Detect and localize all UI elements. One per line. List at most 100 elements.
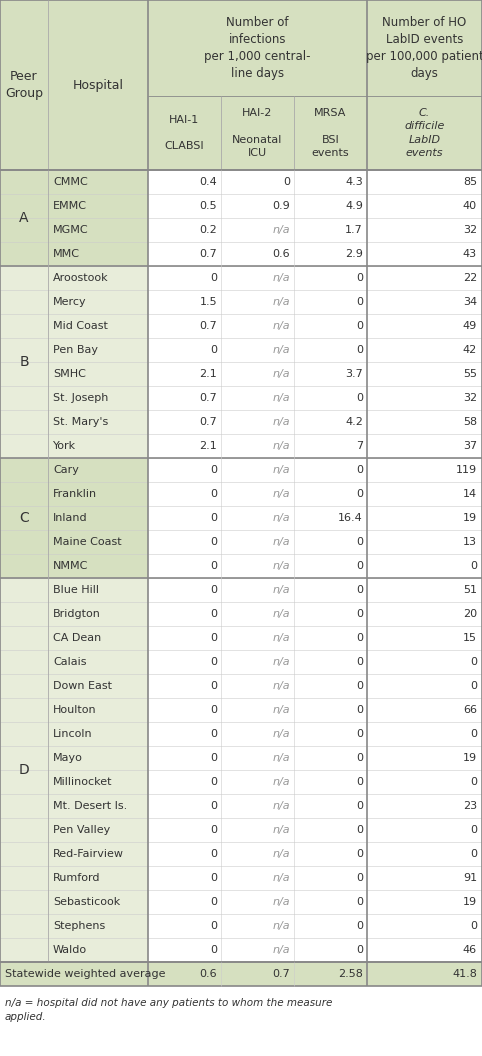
Text: 0: 0 xyxy=(210,897,217,907)
Text: 4.2: 4.2 xyxy=(345,417,363,427)
Bar xyxy=(0,218,48,242)
Text: n/a: n/a xyxy=(272,633,290,643)
Text: n/a: n/a xyxy=(272,609,290,619)
Text: Hospital: Hospital xyxy=(72,78,123,92)
Bar xyxy=(0,866,48,890)
Bar xyxy=(0,722,48,746)
Text: Statewide weighted average: Statewide weighted average xyxy=(5,969,165,979)
Text: Down East: Down East xyxy=(53,681,112,691)
Text: St. Mary's: St. Mary's xyxy=(53,417,108,427)
Text: Red-Fairview: Red-Fairview xyxy=(53,849,124,859)
Text: 0: 0 xyxy=(356,825,363,835)
Bar xyxy=(0,698,48,722)
Bar xyxy=(148,314,482,338)
Text: 66: 66 xyxy=(463,705,477,715)
Text: n/a: n/a xyxy=(272,897,290,907)
Text: 14: 14 xyxy=(463,489,477,499)
Text: 0: 0 xyxy=(356,849,363,859)
Text: n/a: n/a xyxy=(272,753,290,763)
Text: 55: 55 xyxy=(463,369,477,379)
Text: n/a: n/a xyxy=(272,489,290,499)
Bar xyxy=(48,506,148,530)
Text: n/a: n/a xyxy=(272,441,290,451)
Bar xyxy=(148,410,482,434)
Text: 0: 0 xyxy=(210,802,217,811)
Text: n/a: n/a xyxy=(272,705,290,715)
Text: 0.6: 0.6 xyxy=(272,249,290,259)
Text: Blue Hill: Blue Hill xyxy=(53,585,99,595)
Text: 0: 0 xyxy=(356,274,363,283)
Bar xyxy=(148,290,482,314)
Text: 0: 0 xyxy=(470,825,477,835)
Text: n/a: n/a xyxy=(272,777,290,787)
Text: 0: 0 xyxy=(470,849,477,859)
Bar xyxy=(48,530,148,554)
Bar xyxy=(48,674,148,698)
Text: 0: 0 xyxy=(356,297,363,307)
Text: n/a: n/a xyxy=(272,681,290,691)
Text: n/a: n/a xyxy=(272,825,290,835)
Text: 13: 13 xyxy=(463,538,477,547)
Text: C: C xyxy=(19,511,29,525)
Text: 2.58: 2.58 xyxy=(338,969,363,979)
Bar xyxy=(0,818,48,842)
Text: n/a: n/a xyxy=(272,657,290,667)
Text: Mid Coast: Mid Coast xyxy=(53,321,108,331)
Text: 0.7: 0.7 xyxy=(272,969,290,979)
Text: 0: 0 xyxy=(210,561,217,571)
Text: EMMC: EMMC xyxy=(53,201,87,211)
Text: MGMC: MGMC xyxy=(53,225,89,235)
Bar xyxy=(48,410,148,434)
Bar xyxy=(148,842,482,866)
Text: 58: 58 xyxy=(463,417,477,427)
Bar xyxy=(0,650,48,674)
Bar xyxy=(48,434,148,458)
Bar xyxy=(148,818,482,842)
Text: 0: 0 xyxy=(210,538,217,547)
Text: SMHC: SMHC xyxy=(53,369,86,379)
Bar xyxy=(0,962,482,986)
Bar xyxy=(0,986,482,1056)
Bar xyxy=(48,938,148,962)
Text: 22: 22 xyxy=(463,274,477,283)
Text: 0.7: 0.7 xyxy=(199,393,217,403)
Text: 0: 0 xyxy=(210,873,217,883)
Text: 0: 0 xyxy=(210,945,217,955)
Text: 0: 0 xyxy=(470,729,477,739)
Text: HAI-2

Neonatal
ICU: HAI-2 Neonatal ICU xyxy=(232,108,282,157)
Text: 0.7: 0.7 xyxy=(199,321,217,331)
Text: 0: 0 xyxy=(356,945,363,955)
Text: Mayo: Mayo xyxy=(53,753,83,763)
Text: 0: 0 xyxy=(356,681,363,691)
Text: MRSA

BSI
events: MRSA BSI events xyxy=(312,108,349,157)
Text: n/a: n/a xyxy=(272,538,290,547)
Text: 0: 0 xyxy=(210,657,217,667)
Bar xyxy=(48,386,148,410)
Text: 0: 0 xyxy=(356,633,363,643)
Bar xyxy=(148,770,482,794)
Text: 51: 51 xyxy=(463,585,477,595)
Text: 0: 0 xyxy=(210,633,217,643)
Text: 1.5: 1.5 xyxy=(200,297,217,307)
Text: 0.7: 0.7 xyxy=(199,417,217,427)
Bar xyxy=(148,506,482,530)
Text: 0: 0 xyxy=(210,729,217,739)
Text: Franklin: Franklin xyxy=(53,489,97,499)
Text: 0: 0 xyxy=(356,802,363,811)
Text: n/a: n/a xyxy=(272,873,290,883)
Text: 2.1: 2.1 xyxy=(199,369,217,379)
Bar xyxy=(148,242,482,266)
Text: n/a: n/a xyxy=(272,849,290,859)
Bar xyxy=(48,890,148,914)
Text: 0: 0 xyxy=(356,729,363,739)
Text: A: A xyxy=(19,211,29,225)
Text: 19: 19 xyxy=(463,513,477,523)
Text: 0: 0 xyxy=(356,873,363,883)
Bar xyxy=(0,530,48,554)
Text: 40: 40 xyxy=(463,201,477,211)
Text: n/a: n/a xyxy=(272,345,290,355)
Text: 85: 85 xyxy=(463,177,477,187)
Bar xyxy=(0,938,48,962)
Text: CA Dean: CA Dean xyxy=(53,633,101,643)
Bar xyxy=(48,818,148,842)
